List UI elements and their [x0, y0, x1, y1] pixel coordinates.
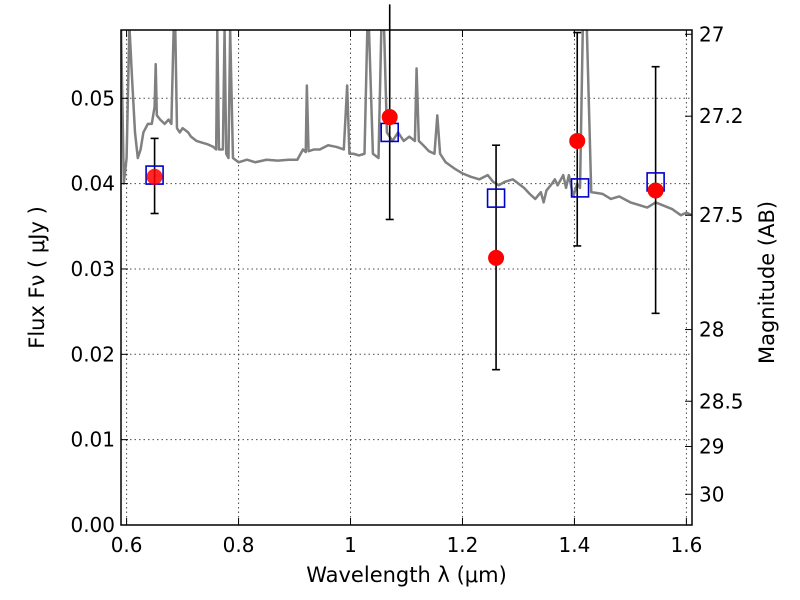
y-tick-label: 0.00	[70, 513, 115, 537]
x-tick-label: 1.4	[559, 533, 591, 557]
observed-point	[569, 132, 586, 149]
mag-tick-label: 28	[699, 318, 724, 342]
mag-tick-label: 27.5	[699, 203, 744, 227]
y-tick-label: 0.02	[70, 342, 115, 366]
mag-tick-label: 28.5	[699, 389, 744, 413]
x-tick-label: 1.6	[670, 533, 702, 557]
x-tick-label: 0.6	[111, 533, 143, 557]
y-tick-label: 0.03	[70, 257, 115, 281]
plot-area	[121, 30, 692, 217]
mag-tick-label: 29	[699, 434, 724, 458]
model-square-marker	[486, 188, 506, 208]
observed-point	[146, 168, 163, 185]
x-tick-label: 1	[344, 533, 357, 557]
y2-axis-label: Magnitude (AB)	[755, 201, 779, 364]
y-axis-label: Flux Fν ( μJy )	[25, 206, 49, 349]
mag-tick-label: 30	[699, 482, 724, 506]
y-tick-label: 0.01	[70, 428, 115, 452]
axis-ticks: 0.6 0.8 1 1.2 1.4 1.6 0.00 0.01 0.02 0.03 0.04 0.05…	[70, 22, 743, 557]
observed-point	[647, 182, 664, 199]
x-tick-label: 1.2	[447, 533, 479, 557]
spectrum-line	[121, 30, 692, 217]
mag-tick-label: 27	[699, 22, 724, 46]
observed-point	[488, 249, 505, 266]
y-tick-label: 0.04	[70, 172, 115, 196]
axis-labels: Wavelength λ (μm) Flux Fν ( μJy ) Magnit…	[25, 201, 779, 587]
x-tick-label: 0.8	[223, 533, 255, 557]
mag-tick-label: 27.2	[699, 104, 744, 128]
model-square-marker	[570, 178, 590, 198]
plot-frame	[120, 29, 693, 526]
y-tick-label: 0.05	[70, 86, 115, 110]
grid	[121, 30, 692, 526]
x-axis-label: Wavelength λ (μm)	[306, 563, 507, 587]
observed-point	[381, 109, 398, 126]
